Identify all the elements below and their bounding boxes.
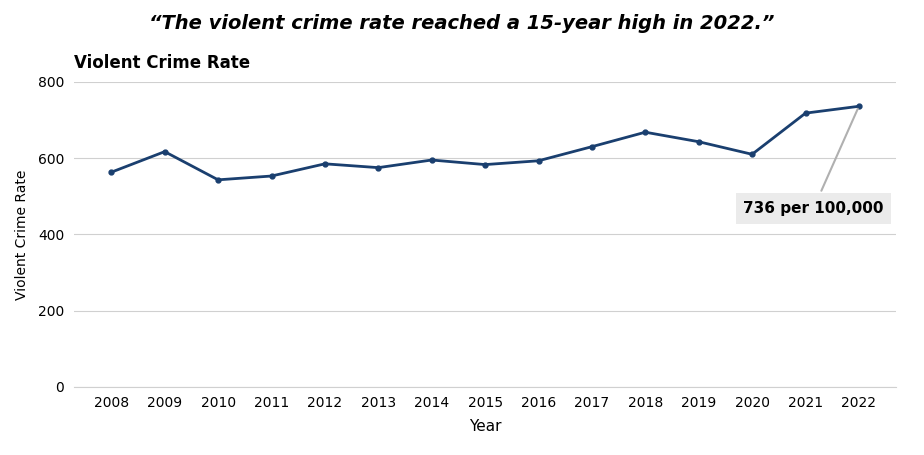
Text: 736 per 100,000: 736 per 100,000: [743, 109, 883, 216]
Text: “The violent crime rate reached a 15-year high in 2022.”: “The violent crime rate reached a 15-yea…: [150, 14, 774, 33]
Y-axis label: Violent Crime Rate: Violent Crime Rate: [16, 169, 30, 299]
X-axis label: Year: Year: [468, 419, 502, 434]
Text: Violent Crime Rate: Violent Crime Rate: [74, 54, 250, 72]
